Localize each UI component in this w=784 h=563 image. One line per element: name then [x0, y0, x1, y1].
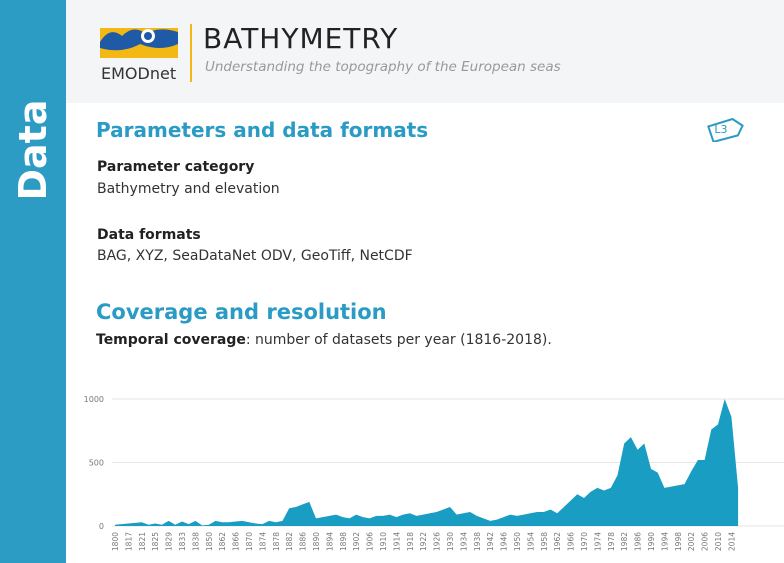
x-tick-label: 1942	[486, 532, 495, 551]
x-tick-label: 1866	[232, 532, 241, 551]
x-tick-label: 1914	[392, 532, 401, 551]
x-tick-label: 1829	[165, 532, 174, 551]
x-tick-label: 1982	[620, 532, 629, 551]
sidebar: Data	[0, 0, 66, 563]
x-tick-label: 1966	[567, 532, 576, 551]
x-tick-label: 1954	[526, 532, 535, 551]
x-tick-label: 1894	[325, 532, 334, 551]
x-tick-label: 1800	[111, 532, 120, 551]
x-tick-label: 1898	[339, 532, 348, 551]
divider	[190, 24, 192, 82]
caption-bold: Temporal coverage	[96, 332, 246, 348]
x-tick-label: 1874	[258, 532, 267, 551]
logo	[100, 28, 178, 58]
x-tick-label: 1870	[245, 532, 254, 551]
x-tick-label: 1906	[366, 532, 375, 551]
x-tick-label: 1838	[191, 532, 200, 551]
caption-text: : number of datasets per year (1816-2018…	[245, 332, 552, 348]
y-tick-label: 0	[99, 522, 104, 531]
sidebar-label: Data	[11, 99, 55, 201]
x-tick-label: 1978	[607, 532, 616, 551]
x-tick-label: 2006	[701, 532, 710, 551]
caption: Temporal coverage: number of datasets pe…	[96, 332, 552, 348]
area	[115, 399, 739, 526]
x-tick-label: 1974	[593, 532, 602, 551]
x-tick-label: 1817	[124, 532, 133, 551]
item-value: Bathymetry and elevation	[97, 181, 280, 197]
y-tick-label: 500	[89, 459, 104, 468]
x-tick-label: 1882	[285, 532, 294, 551]
x-tick-label: 1970	[580, 532, 589, 551]
x-tick-label: 1886	[299, 532, 308, 551]
badge-icon: L3	[707, 118, 744, 142]
section-heading: Parameters and data formats	[96, 118, 429, 142]
x-tick-label: 2002	[687, 532, 696, 551]
x-tick-label: 1833	[178, 532, 187, 551]
x-tick-label: 1926	[433, 532, 442, 551]
x-tick-label: 1990	[647, 532, 656, 551]
x-tick-label: 1994	[660, 532, 669, 551]
badge: L3	[714, 123, 727, 136]
x-tick-label: 1878	[272, 532, 281, 551]
x-tick-label: 1825	[151, 532, 160, 551]
x-tick-label: 1962	[553, 532, 562, 551]
x-tick-label: 1850	[205, 532, 214, 551]
x-tick-label: 1922	[419, 532, 428, 551]
x-tick-label: 1821	[138, 532, 147, 551]
x-tick-label: 1998	[674, 532, 683, 551]
x-tick-label: 1950	[513, 532, 522, 551]
x-tick-label: 1910	[379, 532, 388, 551]
x-tick-label: 1946	[500, 532, 509, 551]
chart: 0 500 1000 1800 1817 1821 1825 1829 1833 1838 1850…	[84, 395, 784, 551]
x-tick-label: 1934	[459, 532, 468, 551]
subtitle: Understanding the topography of the Euro…	[205, 59, 561, 75]
x-tick-label: 1918	[406, 532, 415, 551]
item-label: Parameter category	[97, 159, 255, 175]
item-value: BAG, XYZ, SeaDataNet ODV, GeoTiff, NetCD…	[97, 248, 413, 264]
section-heading: Coverage and resolution	[96, 300, 387, 324]
x-tick-label: 1890	[312, 532, 321, 551]
x-tick-label: 1930	[446, 532, 455, 551]
x-tick-label: 1902	[352, 532, 361, 551]
title: BATHYMETRY	[203, 22, 399, 55]
x-tick-label: 1938	[473, 532, 482, 551]
x-tick-label: 1862	[218, 532, 227, 551]
x-tick-label: 1958	[540, 532, 549, 551]
x-tick-label: 2010	[714, 532, 723, 551]
brand: EMODnet	[101, 64, 177, 83]
header	[66, 0, 784, 103]
x-tick-label: 2014	[727, 532, 736, 551]
item-label: Data formats	[97, 227, 201, 243]
y-tick-label: 1000	[84, 395, 104, 404]
x-tick-label: 1986	[634, 532, 643, 551]
